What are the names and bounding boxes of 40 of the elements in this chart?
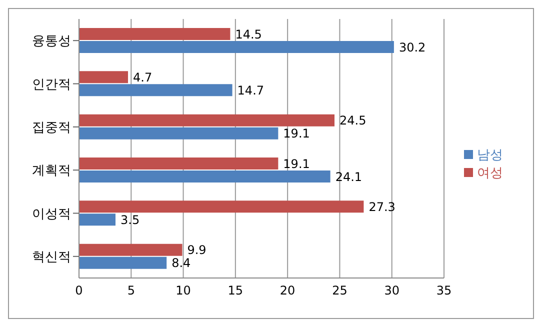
data-label: 19.1 bbox=[283, 156, 310, 171]
bar bbox=[79, 71, 128, 84]
y-tick-label: 계획적 bbox=[32, 164, 71, 179]
bar bbox=[79, 127, 278, 140]
x-tick-label: 35 bbox=[436, 284, 452, 298]
bar bbox=[79, 214, 116, 226]
data-label: 24.5 bbox=[340, 114, 366, 128]
x-tick-label: 5 bbox=[127, 284, 135, 298]
data-label: 4.7 bbox=[133, 70, 152, 84]
y-tick-label: 인간적 bbox=[32, 77, 71, 92]
data-label: 8.4 bbox=[172, 256, 191, 270]
x-tick-label: 0 bbox=[75, 284, 83, 298]
data-label: 3.5 bbox=[120, 212, 140, 227]
y-tick-label: 혁신적 bbox=[32, 250, 71, 266]
x-tick-label: 30 bbox=[384, 284, 400, 298]
bar bbox=[79, 28, 230, 40]
bar bbox=[79, 200, 364, 213]
x-tick-label: 10 bbox=[176, 284, 191, 298]
bar bbox=[79, 256, 167, 269]
data-label: 19.1 bbox=[283, 126, 310, 141]
y-tick-label: 이성적 bbox=[32, 206, 71, 222]
x-tick-label: 15 bbox=[228, 284, 244, 298]
data-label: 24.1 bbox=[335, 170, 362, 184]
data-label: 14.7 bbox=[237, 83, 264, 98]
data-label: 9.9 bbox=[187, 243, 206, 258]
bar bbox=[79, 84, 232, 96]
data-label: 30.2 bbox=[398, 40, 426, 54]
x-tick-label: 25 bbox=[332, 284, 348, 298]
y-tick-label: 집중적 bbox=[32, 120, 71, 136]
bar bbox=[79, 158, 278, 170]
data-label: 27.3 bbox=[368, 200, 396, 214]
bar bbox=[79, 244, 182, 256]
bar bbox=[79, 114, 334, 126]
data-label: 14.5 bbox=[235, 27, 262, 42]
bar bbox=[79, 41, 394, 53]
bar bbox=[79, 170, 330, 182]
legend-label: 여성 bbox=[477, 166, 503, 180]
y-tick-label: 융통성 bbox=[32, 34, 71, 50]
x-tick-label: 20 bbox=[280, 284, 296, 298]
legend-label: 남성 bbox=[477, 148, 503, 162]
